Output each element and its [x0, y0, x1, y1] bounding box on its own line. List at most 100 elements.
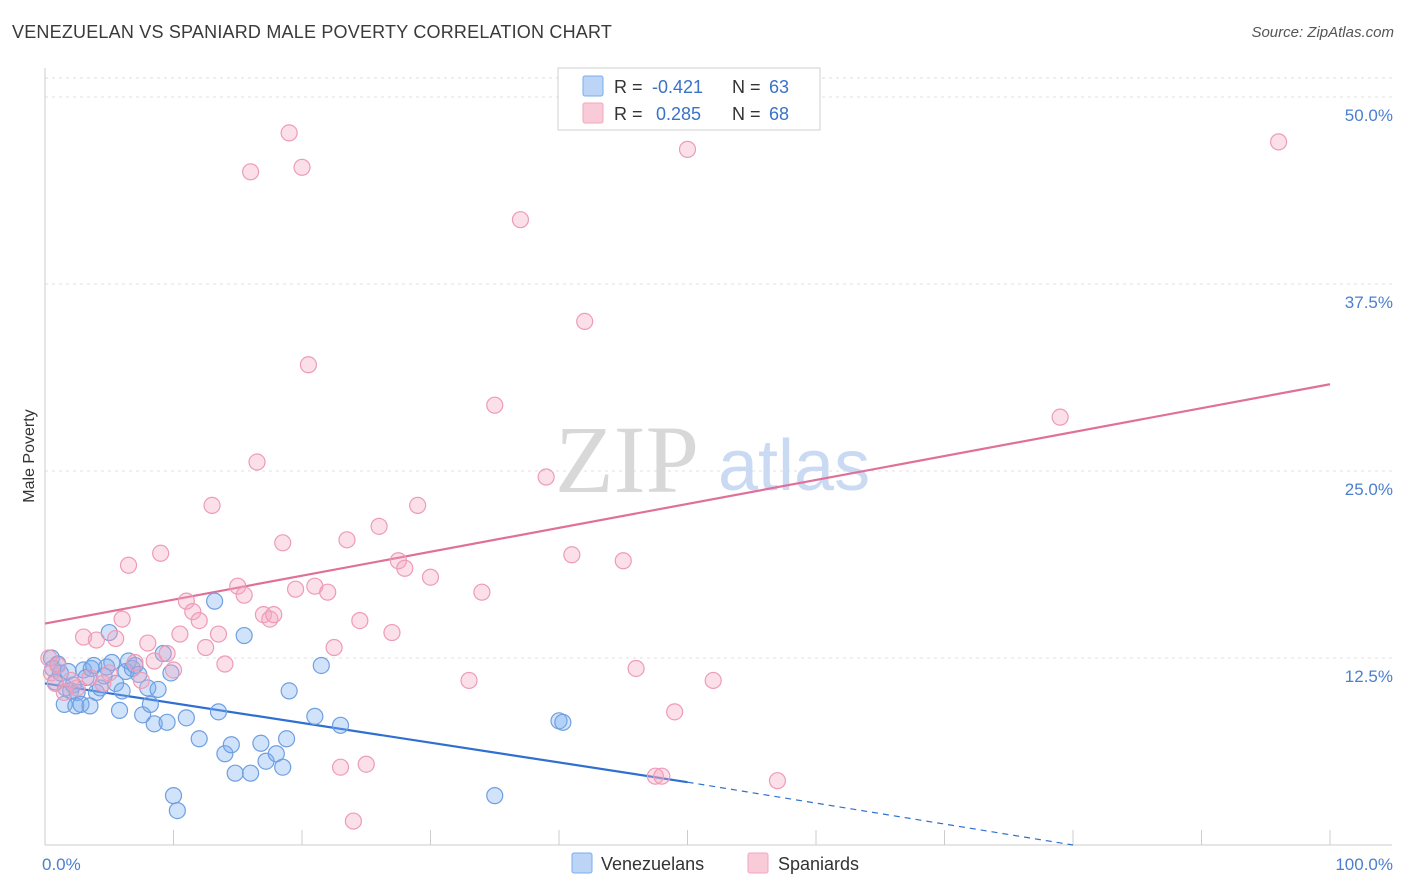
point-venezuelans	[162, 664, 180, 682]
point-spaniards	[126, 653, 144, 672]
y-tick-label: 25.0%	[1345, 480, 1393, 499]
point-spaniards	[653, 767, 671, 785]
point-spaniards	[678, 140, 697, 158]
watermark-zip: ZIP	[555, 406, 699, 513]
x-tick-label-max: 100.0%	[1335, 855, 1393, 874]
point-spaniards	[152, 544, 170, 562]
point-spaniards	[351, 611, 369, 630]
point-spaniards	[171, 625, 189, 643]
point-spaniards	[139, 634, 157, 652]
point-spaniards	[229, 577, 247, 595]
point-spaniards	[216, 655, 234, 673]
point-spaniards	[704, 671, 722, 690]
point-venezuelans	[103, 653, 121, 672]
y-axis-label: Male Poverty	[21, 409, 38, 502]
point-spaniards	[319, 583, 337, 601]
legend-r-value-2: 0.285	[656, 104, 701, 124]
chart-title: VENEZUELAN VS SPANIARD MALE POVERTY CORR…	[12, 22, 613, 42]
point-venezuelans	[145, 715, 163, 733]
point-spaniards	[94, 674, 112, 693]
point-venezuelans	[190, 730, 208, 748]
y-tick-label: 37.5%	[1345, 293, 1393, 312]
point-spaniards	[460, 671, 478, 690]
point-venezuelans	[222, 736, 240, 754]
point-spaniards	[274, 534, 292, 552]
point-venezuelans	[242, 764, 260, 782]
point-spaniards	[190, 611, 208, 630]
point-spaniards	[209, 625, 228, 643]
point-venezuelans	[306, 707, 324, 725]
point-spaniards	[473, 583, 491, 601]
point-venezuelans	[158, 713, 176, 731]
point-venezuelans	[226, 764, 244, 782]
point-spaniards	[666, 703, 684, 721]
legend-r-label-2: R =	[614, 104, 643, 124]
point-spaniards	[280, 124, 298, 142]
legend-r-value-1: -0.421	[652, 77, 703, 97]
point-spaniards	[409, 496, 427, 515]
point-spaniards	[87, 631, 106, 649]
watermark: ZIP atlas	[555, 406, 870, 513]
point-spaniards	[563, 546, 581, 564]
point-spaniards	[537, 468, 555, 486]
point-spaniards	[242, 163, 260, 181]
point-venezuelans	[206, 592, 224, 610]
legend-n-label-2: N =	[732, 104, 761, 124]
point-venezuelans	[486, 787, 504, 805]
point-spaniards	[235, 586, 253, 604]
axes	[44, 68, 1392, 846]
point-spaniards	[49, 656, 67, 675]
legend-n-value-1: 63	[769, 77, 789, 97]
legend-swatch-venezuelans	[582, 75, 604, 97]
point-spaniards	[293, 158, 311, 176]
point-spaniards	[113, 610, 131, 628]
point-spaniards	[486, 396, 504, 414]
point-spaniards	[768, 772, 787, 790]
trend-line-venezuelans	[44, 682, 688, 784]
point-spaniards	[357, 755, 375, 773]
point-spaniards	[299, 356, 318, 374]
trend-lines	[44, 383, 1331, 846]
point-venezuelans	[113, 682, 131, 700]
point-spaniards	[184, 603, 202, 621]
point-spaniards	[344, 812, 362, 830]
point-venezuelans	[280, 682, 298, 700]
point-spaniards	[203, 496, 221, 515]
bottom-legend: Venezuelans Spaniards	[571, 852, 859, 874]
legend-n-label-1: N =	[732, 77, 761, 97]
point-venezuelans	[209, 703, 228, 721]
point-venezuelans	[168, 801, 186, 820]
point-venezuelans	[100, 623, 118, 642]
point-venezuelans	[331, 716, 350, 734]
bottom-legend-swatch-venezuelans	[571, 852, 593, 874]
point-spaniards	[1269, 133, 1288, 151]
point-spaniards	[68, 679, 86, 697]
y-tick-labels: 12.5% 25.0% 37.5% 50.0%	[1345, 106, 1393, 686]
point-venezuelans	[235, 626, 253, 645]
point-spaniards	[286, 580, 305, 598]
point-venezuelans	[110, 701, 129, 719]
point-spaniards	[325, 638, 343, 657]
point-spaniards	[177, 592, 195, 610]
point-spaniards	[145, 652, 163, 670]
point-venezuelans	[141, 695, 159, 713]
point-spaniards	[421, 568, 440, 586]
point-venezuelans	[252, 734, 270, 752]
source-label: Source: ZipAtlas.com	[1251, 24, 1394, 41]
point-spaniards	[396, 559, 414, 577]
point-venezuelans	[149, 680, 167, 699]
point-spaniards	[511, 211, 530, 229]
data-points	[40, 124, 1288, 830]
point-spaniards	[1051, 408, 1069, 426]
point-spaniards	[164, 661, 183, 679]
point-spaniards	[197, 638, 215, 657]
point-spaniards	[158, 644, 176, 663]
point-spaniards	[331, 758, 350, 776]
legend-n-value-2: 68	[769, 104, 789, 124]
y-tick-label: 50.0%	[1345, 106, 1393, 125]
point-spaniards	[107, 629, 125, 648]
point-spaniards	[74, 628, 93, 646]
x-tick-labels: 0.0% 100.0%	[42, 855, 1393, 874]
point-spaniards	[614, 552, 632, 570]
